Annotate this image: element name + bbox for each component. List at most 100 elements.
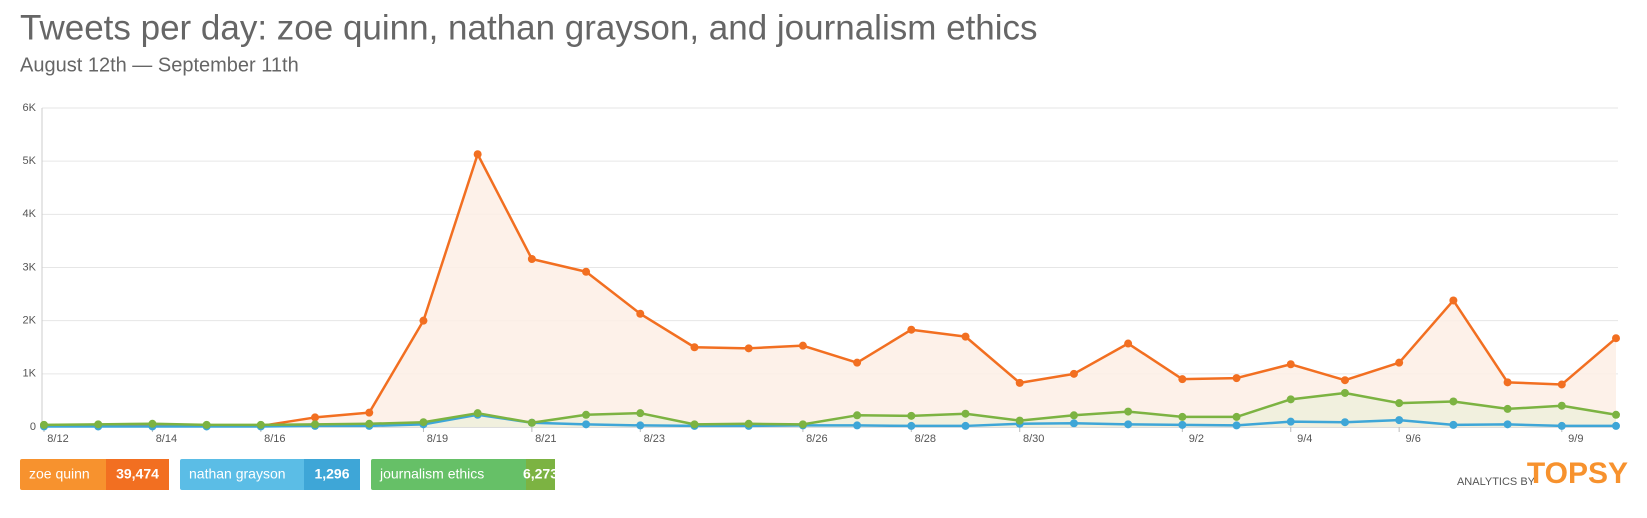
data-point — [853, 358, 862, 367]
x-tick-label: 8/21 — [535, 433, 556, 445]
legend-total: 6,273 — [523, 466, 558, 482]
data-point — [40, 420, 48, 429]
data-point — [1503, 378, 1512, 387]
data-point — [636, 409, 645, 418]
x-tick-label: 8/12 — [47, 433, 68, 445]
legend-name: zoe quinn — [29, 466, 90, 482]
data-point — [1503, 404, 1512, 413]
data-point — [1232, 374, 1241, 383]
data-point — [798, 420, 807, 429]
y-tick-label: 0 — [30, 421, 36, 433]
data-point — [1286, 360, 1295, 369]
data-point — [1449, 420, 1458, 429]
x-tick-label: 8/19 — [427, 433, 448, 445]
data-point — [853, 411, 862, 420]
series-line — [44, 413, 1616, 428]
series-area — [44, 392, 1616, 427]
x-tick-label: 9/4 — [1297, 433, 1312, 445]
legend-name: journalism ethics — [379, 466, 484, 482]
data-point — [1286, 395, 1295, 404]
data-point — [961, 332, 970, 341]
data-point — [1178, 420, 1187, 429]
data-point — [1340, 388, 1349, 397]
data-point — [1395, 416, 1404, 425]
data-point — [419, 316, 428, 325]
data-point — [907, 411, 916, 420]
data-point — [473, 409, 482, 418]
legend-total-box — [304, 459, 360, 490]
chart-subtitle: August 12th — September 11th — [20, 54, 299, 76]
x-tick-label: 8/30 — [1023, 433, 1044, 445]
data-point — [907, 421, 916, 430]
data-point — [1449, 296, 1458, 305]
data-point — [1612, 421, 1620, 430]
y-tick-label: 3K — [23, 261, 37, 273]
data-point — [1395, 358, 1404, 367]
data-point — [202, 420, 211, 429]
series-line — [43, 391, 1617, 427]
series-line — [44, 153, 1617, 428]
data-point — [690, 343, 699, 352]
data-point — [1557, 401, 1566, 410]
data-point — [1286, 417, 1295, 426]
data-point — [365, 408, 374, 417]
x-tick-label: 9/2 — [1189, 433, 1204, 445]
data-point — [1232, 412, 1241, 421]
y-tick-label: 5K — [23, 155, 37, 167]
chart-title: Tweets per day: zoe quinn, nathan grayso… — [20, 8, 1038, 47]
data-point — [365, 419, 374, 428]
data-point — [636, 421, 645, 430]
data-point — [636, 309, 645, 318]
data-point — [311, 420, 320, 429]
data-point — [1069, 419, 1078, 428]
data-point — [1124, 407, 1133, 416]
data-point — [1069, 369, 1078, 378]
x-tick-label: 8/16 — [264, 433, 285, 445]
data-point — [1612, 334, 1620, 343]
data-point — [1124, 339, 1133, 348]
data-point — [1232, 421, 1241, 430]
brand-prefix: ANALYTICS BY — [1457, 476, 1536, 488]
legend-box — [371, 459, 555, 490]
data-point — [527, 418, 536, 427]
brand-name: TOPSY — [1527, 457, 1628, 490]
data-point — [907, 325, 916, 334]
data-point — [1340, 418, 1349, 427]
series-area — [44, 154, 1616, 427]
y-tick-label: 4K — [23, 208, 37, 220]
data-point — [1340, 376, 1349, 385]
data-point — [1557, 421, 1566, 430]
data-point — [690, 420, 699, 429]
data-point — [582, 267, 591, 276]
data-point — [853, 421, 862, 430]
data-point — [1557, 380, 1566, 389]
x-tick-label: 8/14 — [156, 433, 177, 445]
data-point — [744, 419, 753, 428]
data-point — [961, 409, 970, 418]
x-tick-label: 8/23 — [644, 433, 665, 445]
legend-total-box — [106, 459, 169, 490]
data-point — [256, 420, 265, 429]
data-point — [1449, 397, 1458, 406]
data-point — [961, 421, 970, 430]
legend-total: 1,296 — [314, 466, 349, 482]
y-tick-label: 1K — [23, 368, 37, 380]
data-point — [1015, 416, 1024, 425]
data-point — [148, 419, 157, 428]
data-point — [1124, 420, 1133, 429]
data-point — [798, 341, 807, 350]
data-point — [1178, 375, 1187, 384]
legend-total-box — [526, 459, 555, 490]
data-point — [527, 254, 536, 263]
data-point — [582, 420, 591, 429]
legend-name: nathan grayson — [189, 466, 286, 482]
legend-total: 39,474 — [116, 466, 159, 482]
x-tick-label: 8/28 — [915, 433, 936, 445]
data-point — [311, 413, 320, 422]
data-point — [744, 344, 753, 353]
data-point — [94, 420, 103, 429]
data-point — [419, 418, 428, 427]
data-point — [1015, 378, 1024, 387]
data-point — [473, 150, 482, 159]
data-point — [582, 410, 591, 419]
